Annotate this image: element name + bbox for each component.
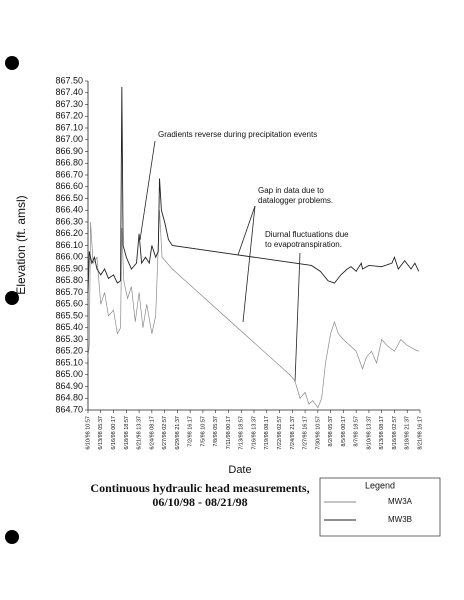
- annotation: Gap in data due to: [258, 186, 324, 195]
- x-tick-label: 7/30/98 10:57: [315, 416, 321, 450]
- annotation: Gradients reverse during precipitation e…: [158, 130, 317, 139]
- x-tick-label: 6/21/98 13:37: [137, 416, 143, 450]
- y-tick-label: 866.70: [55, 169, 83, 179]
- series-line: [87, 86, 420, 293]
- leader-line: [242, 205, 256, 323]
- x-tick-label: 8/18/98 21:37: [405, 416, 411, 450]
- annotation: to evapotranspiration.: [265, 240, 342, 249]
- y-tick-label: 865.80: [55, 275, 83, 285]
- annotation: Diurnal fluctuations due: [265, 230, 349, 239]
- leader-lines: [139, 140, 301, 383]
- y-tick-label: 867.40: [55, 87, 83, 97]
- x-tick-label: 7/11/98 00:17: [226, 416, 232, 449]
- x-tick-label: 7/13/98 18:57: [239, 416, 245, 450]
- y-tick-label: 865.50: [55, 310, 83, 320]
- y-tick-label: 866.80: [55, 158, 83, 168]
- y-tick-label: 867.00: [55, 134, 83, 144]
- x-tick-label: 8/10/98 13:37: [366, 416, 372, 450]
- y-tick-label: 867.10: [55, 122, 83, 132]
- chart-subtitle: 06/10/98 - 08/21/98: [152, 495, 247, 509]
- punch-hole: [5, 530, 19, 544]
- x-tick-label: 8/21/98 16:17: [417, 416, 423, 450]
- legend-label: MW3B: [388, 515, 412, 524]
- y-tick-label: 865.30: [55, 334, 83, 344]
- series-line: [87, 210, 419, 409]
- y-tick-label: 867.50: [55, 75, 83, 85]
- x-tick-label: 7/19/98 08:17: [264, 416, 270, 450]
- x-tick-label: 6/10/98 10:57: [85, 416, 91, 450]
- x-tick-label: 6/13/98 05:37: [98, 416, 104, 450]
- x-tick-label: 6/27/98 02:57: [162, 416, 168, 450]
- y-tick-label: 864.80: [55, 393, 83, 403]
- leader-line: [294, 252, 301, 383]
- legend-label: MW3A: [388, 497, 413, 506]
- y-tick-label: 866.50: [55, 193, 83, 203]
- y-tick-label: 864.70: [55, 404, 83, 414]
- y-tick-label: 867.20: [55, 111, 83, 121]
- x-tick-label: 8/2/98 05:37: [328, 416, 334, 447]
- y-tick-label: 866.10: [55, 240, 83, 250]
- y-tick-label: 867.30: [55, 99, 83, 109]
- x-tick-label: 7/2/98 16:17: [188, 416, 194, 447]
- y-tick-label: 864.90: [55, 381, 83, 391]
- y-axis-label: Elevation (ft. amsl): [14, 195, 28, 294]
- punch-hole: [5, 56, 19, 70]
- x-tick-label: 7/8/98 05:37: [213, 416, 219, 447]
- y-tick-label: 865.00: [55, 369, 83, 379]
- annotation: datalogger problems.: [258, 196, 333, 205]
- y-tick-label: 865.10: [55, 357, 83, 367]
- x-tick-label: 6/29/98 21:37: [175, 416, 181, 450]
- chart-title: Continuous hydraulic head measurements,: [90, 481, 309, 495]
- x-tick-label: 6/24/98 08:17: [149, 416, 155, 450]
- y-tick-label: 866.30: [55, 216, 83, 226]
- legend-box: [319, 477, 441, 537]
- x-tick-label: 7/5/98 10:57: [200, 416, 206, 447]
- x-tick-label: 6/18/98 18:57: [124, 416, 130, 450]
- leader-line: [237, 205, 256, 256]
- y-tick-label: 866.20: [55, 228, 83, 238]
- x-tick-label: 8/16/98 02:57: [392, 416, 398, 450]
- x-axis-label: Date: [228, 464, 251, 476]
- y-tick-label: 865.60: [55, 299, 83, 309]
- x-tick-label: 7/22/98 02:57: [277, 416, 283, 450]
- y-tick-label: 866.60: [55, 181, 83, 191]
- x-tick-label: 8/7/98 18:57: [354, 416, 360, 447]
- x-tick-label: 7/27/98 16:17: [303, 416, 309, 450]
- x-tick-label: 7/16/98 13:37: [251, 416, 257, 450]
- x-tick-label: 7/24/98 21:37: [290, 416, 296, 450]
- y-tick-label: 866.00: [55, 252, 83, 262]
- y-tick-label: 866.90: [55, 146, 83, 156]
- y-tick-label: 865.40: [55, 322, 83, 332]
- leader-line: [139, 140, 156, 241]
- legend-title: Legend: [365, 480, 395, 490]
- punch-hole: [5, 291, 19, 305]
- x-tick-label: 8/5/98 00:17: [341, 416, 347, 447]
- y-tick-label: 865.20: [55, 346, 83, 356]
- x-tick-label: 6/16/98 00:17: [111, 416, 117, 450]
- y-tick-label: 865.70: [55, 287, 83, 297]
- x-tick-label: 8/13/98 08:17: [379, 416, 385, 450]
- y-tick-label: 865.90: [55, 263, 83, 273]
- y-tick-label: 866.40: [55, 205, 83, 215]
